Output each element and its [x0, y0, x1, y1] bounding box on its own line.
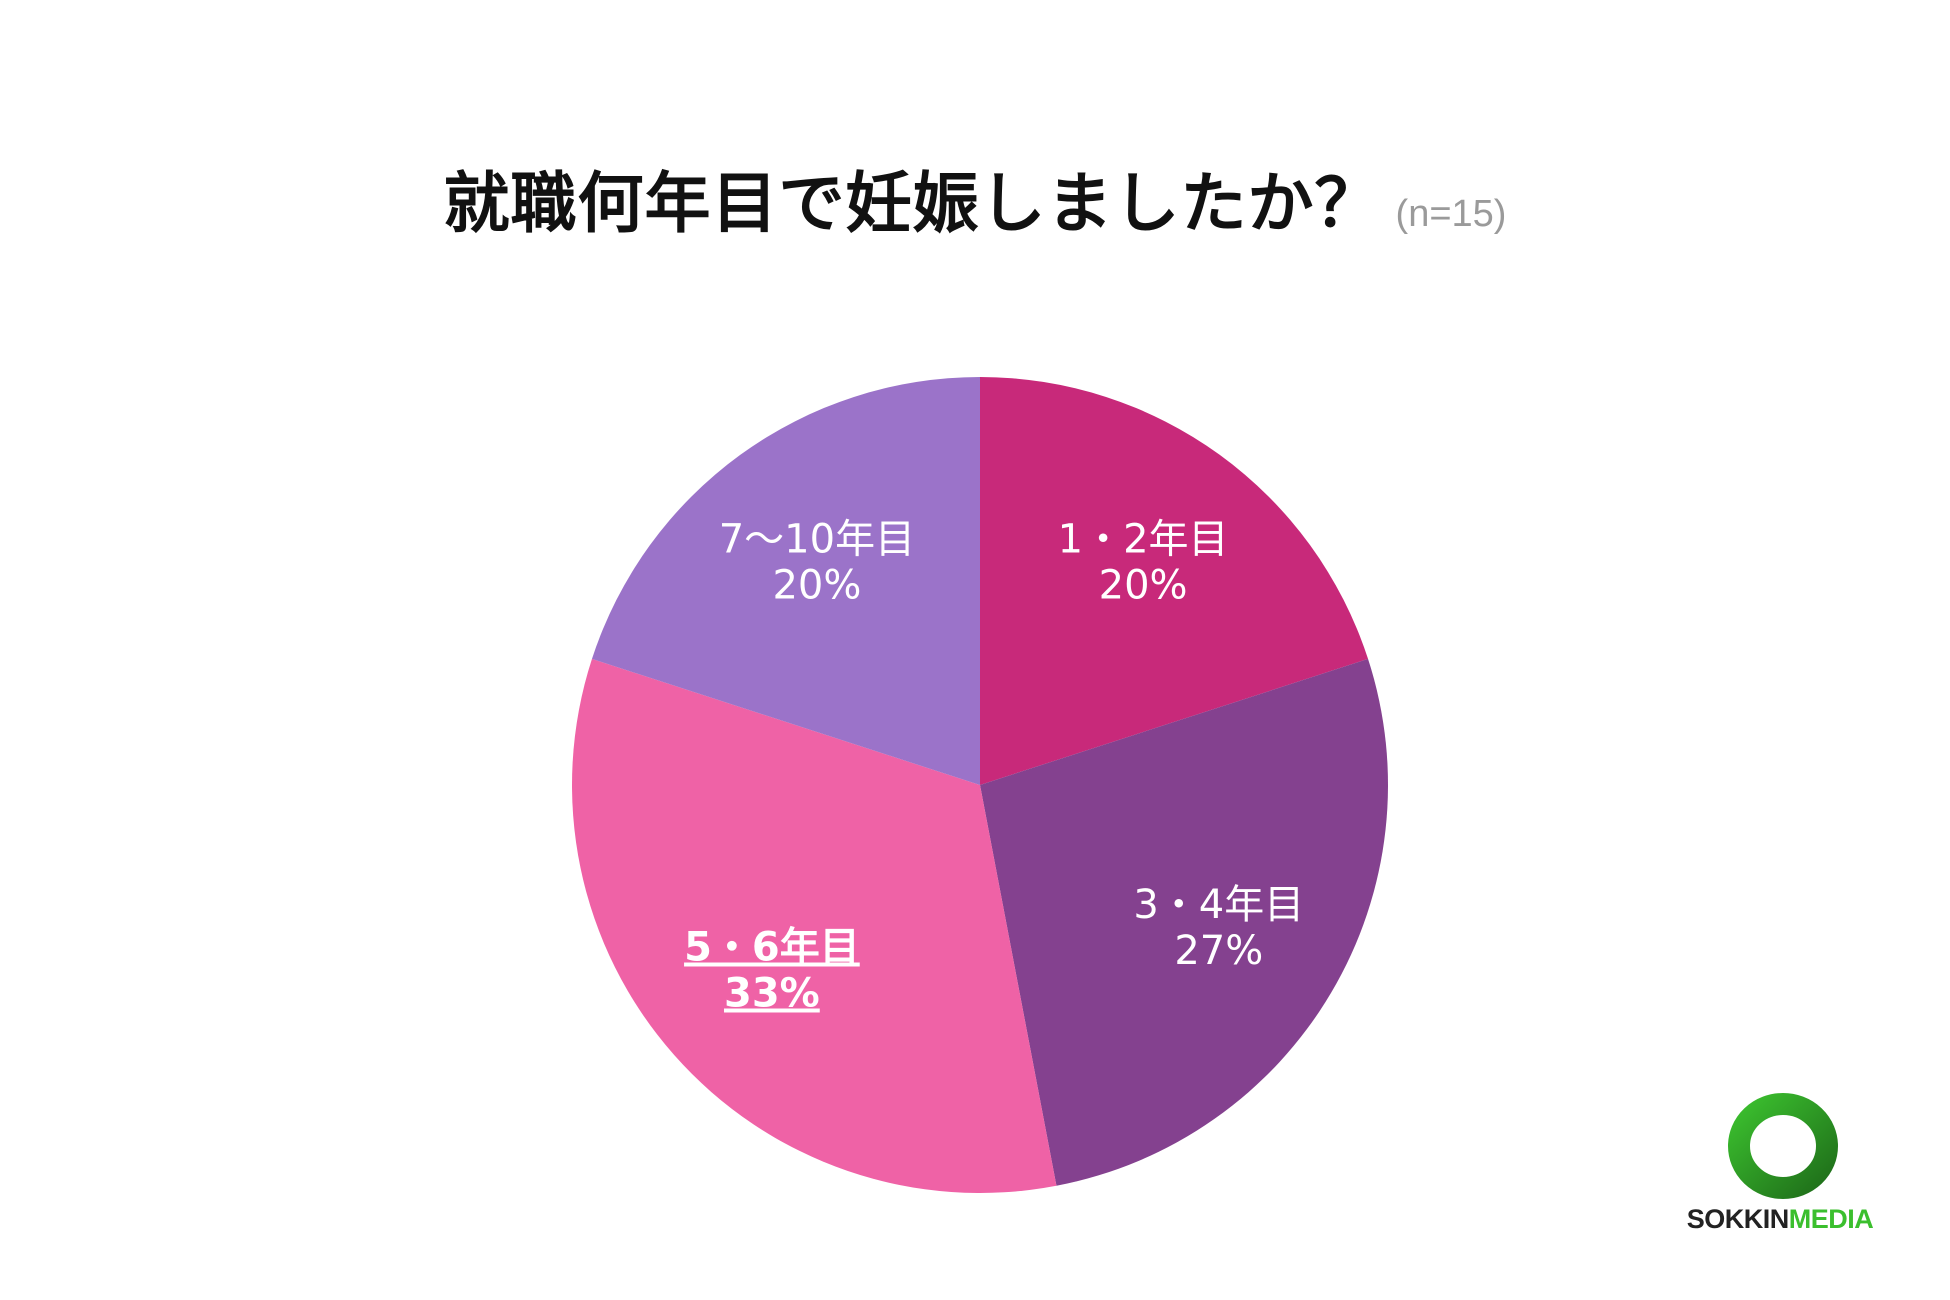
chart-title: 就職何年目で妊娠しましたか？: [443, 165, 1382, 242]
pie-slice-label-3: 5・6年目: [684, 925, 860, 971]
pie-slice-value-1: 20%: [1099, 563, 1188, 609]
pie-slice-3: [572, 658, 1057, 1193]
logo-ring-icon: [1728, 1093, 1838, 1199]
pie-slice-value-4: 20%: [772, 563, 861, 609]
pie-slice-label-2: 3・4年目: [1133, 882, 1304, 928]
pie-slice-value-3: 33%: [724, 971, 820, 1017]
logo-text: SOKKINMEDIA: [1680, 1204, 1880, 1235]
pie-slice-4: [591, 377, 980, 785]
pie-slices: [572, 377, 1388, 1193]
pie-slice-2: [980, 658, 1388, 1186]
chart-subtitle: (n=15): [1395, 193, 1507, 235]
pie-slice-label-4: 7〜10年目: [719, 517, 915, 563]
title-block: 就職何年目で妊娠しましたか？ (n=15): [0, 150, 1950, 246]
logo-text-sokkin: SOKKIN: [1686, 1204, 1790, 1234]
pie-slice-1: [980, 377, 1369, 785]
brand-logo: SOKKINMEDIA: [1680, 1090, 1880, 1240]
pie-slice-label-1: 1・2年目: [1058, 517, 1229, 563]
pie-slice-value-2: 27%: [1174, 928, 1263, 974]
logo-text-media: MEDIA: [1788, 1204, 1874, 1234]
